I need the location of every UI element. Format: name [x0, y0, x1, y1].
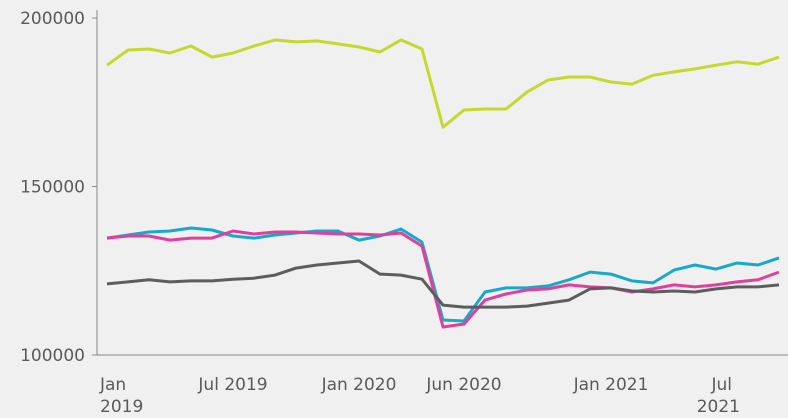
series-line	[106, 259, 780, 309]
y-tick-label: 100000	[20, 346, 85, 366]
x-tick-label: Jun 2020	[425, 375, 501, 395]
x-tick-label: Jul 2019	[197, 375, 267, 395]
x-tick-label: Jan 2019	[99, 375, 143, 417]
x-tick-label: Jan 2020	[321, 375, 397, 395]
series-line	[106, 229, 780, 329]
x-tick-label: Jul 2021	[697, 375, 740, 417]
y-tick-label: 200000	[20, 9, 85, 29]
series-line	[106, 38, 780, 129]
y-tick-label: 150000	[20, 178, 85, 198]
x-tick-label: Jan 2021	[573, 375, 649, 395]
series-line	[106, 226, 780, 323]
